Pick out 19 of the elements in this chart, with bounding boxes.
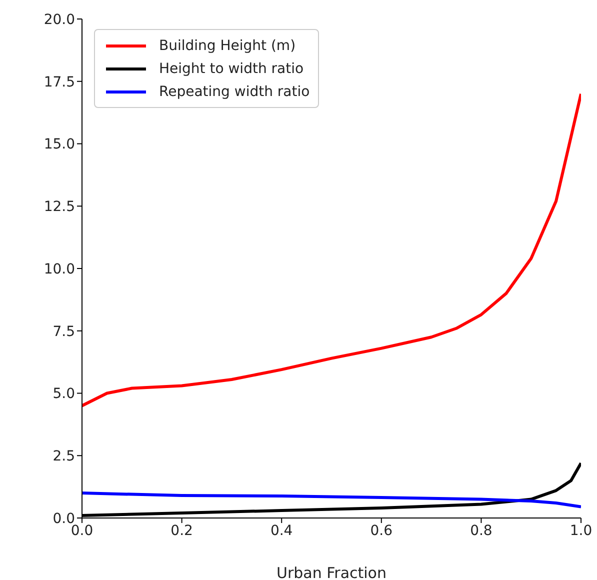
x-tick-label: 0.2 (170, 522, 193, 539)
y-tick-label: 12.5 (44, 199, 75, 216)
x-tick-label: 0.6 (370, 522, 393, 539)
legend-label: Building Height (m) (159, 38, 296, 54)
x-tick-label: 0.8 (470, 522, 492, 539)
legend-label: Height to width ratio (159, 60, 304, 76)
y-tick-label: 15.0 (44, 136, 75, 153)
y-tick-label: 5.0 (52, 386, 75, 402)
x-tick-label: 0.0 (70, 522, 94, 539)
y-tick-label: 2.5 (52, 448, 75, 465)
legend-label: Repeating width ratio (159, 84, 310, 100)
y-tick-label: 20.0 (44, 12, 75, 28)
y-tick-label: 10.0 (44, 261, 75, 278)
line-series (82, 492, 581, 508)
y-tick-label: 7.5 (52, 324, 75, 340)
x-tick-label: 1.0 (570, 522, 592, 539)
x-tick-label: 0.4 (270, 522, 293, 539)
x-axis-title: Urban Fraction (276, 564, 387, 580)
y-tick-label: 17.5 (44, 74, 75, 90)
